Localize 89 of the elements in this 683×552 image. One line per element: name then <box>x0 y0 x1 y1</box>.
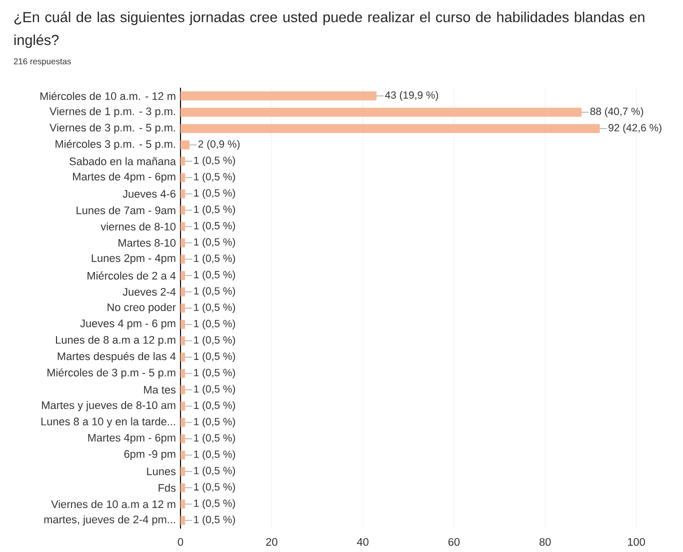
y-tick-label: Ma tes <box>144 386 176 394</box>
data-label: 1 (0,5 %) <box>194 336 236 346</box>
bar <box>180 352 186 362</box>
bar <box>180 271 186 280</box>
data-label: 43 (19,9 %) <box>385 91 438 102</box>
data-label: 1 (0,5 %) <box>194 466 236 477</box>
bar <box>180 320 186 330</box>
data-label: 1 (0,5 %) <box>194 402 236 412</box>
bar <box>180 190 186 199</box>
data-label: 2 (0,9 %) <box>198 140 240 150</box>
bar <box>180 288 186 297</box>
y-tick-label: Viernes de 1 p.m. - 3 p.m. <box>49 107 175 118</box>
data-label: 88 (40,7 %) <box>590 108 644 118</box>
bar <box>180 92 376 101</box>
data-label: 1 (0,5 %) <box>194 172 236 183</box>
data-label: 1 (0,5 %) <box>194 368 236 379</box>
bar <box>180 254 186 264</box>
bar <box>180 386 186 395</box>
y-tick-label: Martes después de las 4 <box>58 352 176 363</box>
bar <box>180 500 186 509</box>
y-tick-label: Miércoles 3 p.m. - 5 p.m. <box>56 140 175 150</box>
y-tick-label: Martes y jueves de 8-10 am <box>42 401 176 412</box>
bar <box>180 336 186 346</box>
y-tick-label: Lunes de 7am - 9am <box>76 206 176 214</box>
data-label: 1 (0,5 %) <box>194 516 236 526</box>
x-tick-label: 80 <box>540 538 551 546</box>
bar <box>180 140 190 150</box>
data-label: 1 (0,5 %) <box>194 304 236 314</box>
data-label: 1 (0,5 %) <box>194 320 236 330</box>
y-tick-label: No creo poder <box>108 303 176 314</box>
bar <box>180 402 186 411</box>
y-tick-label: Miércoles de 3 p.m - 5 p.m <box>48 368 176 379</box>
bar <box>180 124 600 134</box>
y-tick-label: martes, jueves de 2-4 pm... <box>44 516 175 526</box>
bar <box>180 222 186 232</box>
chart-title: ¿En cuál de las siguientes jornadas cree usted puede realizar el curso de habilidades blandas en inglés? <box>14 12 644 48</box>
data-label: 1 (0,5 %) <box>194 352 236 362</box>
data-label: 1 (0,5 %) <box>194 385 236 395</box>
y-tick-label: Martes 8-10 <box>118 239 176 247</box>
bar <box>180 484 186 492</box>
data-label: 1 (0,5 %) <box>194 450 236 460</box>
text: 216 respuestas <box>14 58 71 66</box>
bar <box>180 304 186 313</box>
y-tick-label: Jueves 2-4 <box>122 288 176 296</box>
data-label: 1 (0,5 %) <box>194 238 236 248</box>
y-tick-label: Miércoles de 10 a.m. - 12 m <box>40 92 176 100</box>
x-tick-label: 100 <box>628 538 645 546</box>
y-tick-label: Lunes 2pm - 4pm <box>92 254 176 264</box>
data-label: 1 (0,5 %) <box>194 189 236 199</box>
x-tick-label: 60 <box>448 538 460 546</box>
y-tick-label: Viernes de 10 a.m a 12 m <box>51 500 176 508</box>
bar <box>180 434 186 444</box>
data-label: 1 (0,5 %) <box>194 222 236 232</box>
bar <box>180 516 186 526</box>
y-tick-label: Martes 4pm - 6pm <box>88 434 176 444</box>
x-tick-label: 0 <box>178 538 184 546</box>
y-tick-label: Jueves 4 pm - 6 pm <box>80 320 176 330</box>
y-tick-label: Sabado en la mañana <box>70 157 176 166</box>
data-label: 1 (0,5 %) <box>194 254 236 264</box>
data-label: 1 (0,5 %) <box>194 206 236 216</box>
y-tick-label: Lunes 8 a 10 y en la tarde... <box>41 418 175 428</box>
y-tick-label: Martes de 4pm - 6pm <box>73 172 176 183</box>
y-tick-label: Miércoles de 2 a 4 <box>88 272 176 280</box>
y-tick-label: Fds <box>158 484 176 492</box>
bar <box>180 369 186 378</box>
y-tick-label: Lunes <box>147 468 176 476</box>
data-label: 1 (0,5 %) <box>194 287 236 297</box>
data-label: 1 (0,5 %) <box>194 270 236 281</box>
data-label: 1 (0,5 %) <box>194 483 236 493</box>
data-label: 92 (42,6 %) <box>608 124 662 134</box>
bar <box>180 467 186 476</box>
bar <box>180 173 186 182</box>
x-tick-label: 20 <box>266 538 278 546</box>
y-tick-label: Jueves 4-6 <box>122 190 176 198</box>
bar <box>180 206 186 215</box>
data-label: 1 (0,5 %) <box>194 499 236 510</box>
bar <box>180 450 186 460</box>
data-label: 1 (0,5 %) <box>194 434 236 444</box>
y-tick-label: Viernes de 3 p.m. - 5 p.m. <box>49 124 175 134</box>
bar <box>180 418 186 428</box>
bar <box>180 108 582 117</box>
bar <box>180 238 186 248</box>
data-label: 1 (0,5 %) <box>194 156 236 166</box>
y-tick-label: Lunes de 8 a.m a 12 p.m <box>56 336 176 346</box>
y-tick-label: viernes de 8-10 <box>100 222 176 231</box>
bar <box>180 156 186 166</box>
y-tick-label: 6pm -9 pm <box>124 450 176 460</box>
x-tick-label: 40 <box>356 538 368 546</box>
data-label: 1 (0,5 %) <box>194 418 236 428</box>
